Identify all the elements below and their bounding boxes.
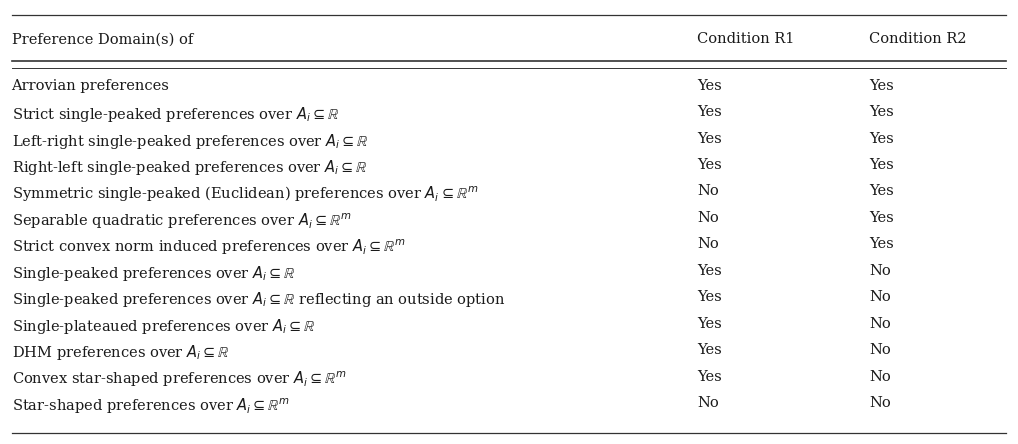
Text: Yes: Yes bbox=[696, 290, 722, 305]
Text: Yes: Yes bbox=[869, 131, 894, 146]
Text: No: No bbox=[869, 317, 891, 331]
Text: Yes: Yes bbox=[869, 158, 894, 172]
Text: Separable quadratic preferences over $A_i \subseteq \mathbb{R}^m$: Separable quadratic preferences over $A_… bbox=[11, 211, 351, 230]
Text: Yes: Yes bbox=[696, 317, 722, 331]
Text: Arrovian preferences: Arrovian preferences bbox=[11, 79, 169, 93]
Text: Yes: Yes bbox=[696, 105, 722, 119]
Text: Condition R2: Condition R2 bbox=[869, 32, 967, 46]
Text: Strict convex norm induced preferences over $A_i \subseteq \mathbb{R}^m$: Strict convex norm induced preferences o… bbox=[11, 238, 405, 257]
Text: No: No bbox=[869, 264, 891, 278]
Text: No: No bbox=[869, 396, 891, 410]
Text: Yes: Yes bbox=[869, 105, 894, 119]
Text: Yes: Yes bbox=[869, 238, 894, 251]
Text: Yes: Yes bbox=[696, 79, 722, 93]
Text: Single-peaked preferences over $A_i \subseteq \mathbb{R}$: Single-peaked preferences over $A_i \sub… bbox=[11, 264, 295, 283]
Text: Preference Domain(s) of: Preference Domain(s) of bbox=[11, 32, 192, 46]
Text: Yes: Yes bbox=[869, 185, 894, 198]
Text: Strict single-peaked preferences over $A_i \subseteq \mathbb{R}$: Strict single-peaked preferences over $A… bbox=[11, 105, 339, 124]
Text: No: No bbox=[696, 211, 719, 225]
Text: Right-left single-peaked preferences over $A_i \subseteq \mathbb{R}$: Right-left single-peaked preferences ove… bbox=[11, 158, 367, 177]
Text: DHM preferences over $A_i \subseteq \mathbb{R}$: DHM preferences over $A_i \subseteq \mat… bbox=[11, 343, 229, 362]
Text: No: No bbox=[696, 238, 719, 251]
Text: No: No bbox=[696, 185, 719, 198]
Text: Single-peaked preferences over $A_i \subseteq \mathbb{R}$ reflecting an outside : Single-peaked preferences over $A_i \sub… bbox=[11, 290, 505, 309]
Text: Symmetric single-peaked (Euclidean) preferences over $A_i \subseteq \mathbb{R}^m: Symmetric single-peaked (Euclidean) pref… bbox=[11, 185, 477, 204]
Text: No: No bbox=[869, 290, 891, 305]
Text: No: No bbox=[696, 396, 719, 410]
Text: Yes: Yes bbox=[869, 79, 894, 93]
Text: Yes: Yes bbox=[696, 131, 722, 146]
Text: Yes: Yes bbox=[696, 343, 722, 357]
Text: No: No bbox=[869, 343, 891, 357]
Text: Yes: Yes bbox=[696, 158, 722, 172]
Text: Convex star-shaped preferences over $A_i \subseteq \mathbb{R}^m$: Convex star-shaped preferences over $A_i… bbox=[11, 370, 346, 389]
Text: Single-plateaued preferences over $A_i \subseteq \mathbb{R}$: Single-plateaued preferences over $A_i \… bbox=[11, 317, 316, 336]
Text: Condition R1: Condition R1 bbox=[696, 32, 794, 46]
Text: Yes: Yes bbox=[696, 370, 722, 384]
Text: Star-shaped preferences over $A_i \subseteq \mathbb{R}^m$: Star-shaped preferences over $A_i \subse… bbox=[11, 396, 290, 416]
Text: Yes: Yes bbox=[696, 264, 722, 278]
Text: Yes: Yes bbox=[869, 211, 894, 225]
Text: No: No bbox=[869, 370, 891, 384]
Text: Left-right single-peaked preferences over $A_i \subseteq \mathbb{R}$: Left-right single-peaked preferences ove… bbox=[11, 131, 369, 151]
